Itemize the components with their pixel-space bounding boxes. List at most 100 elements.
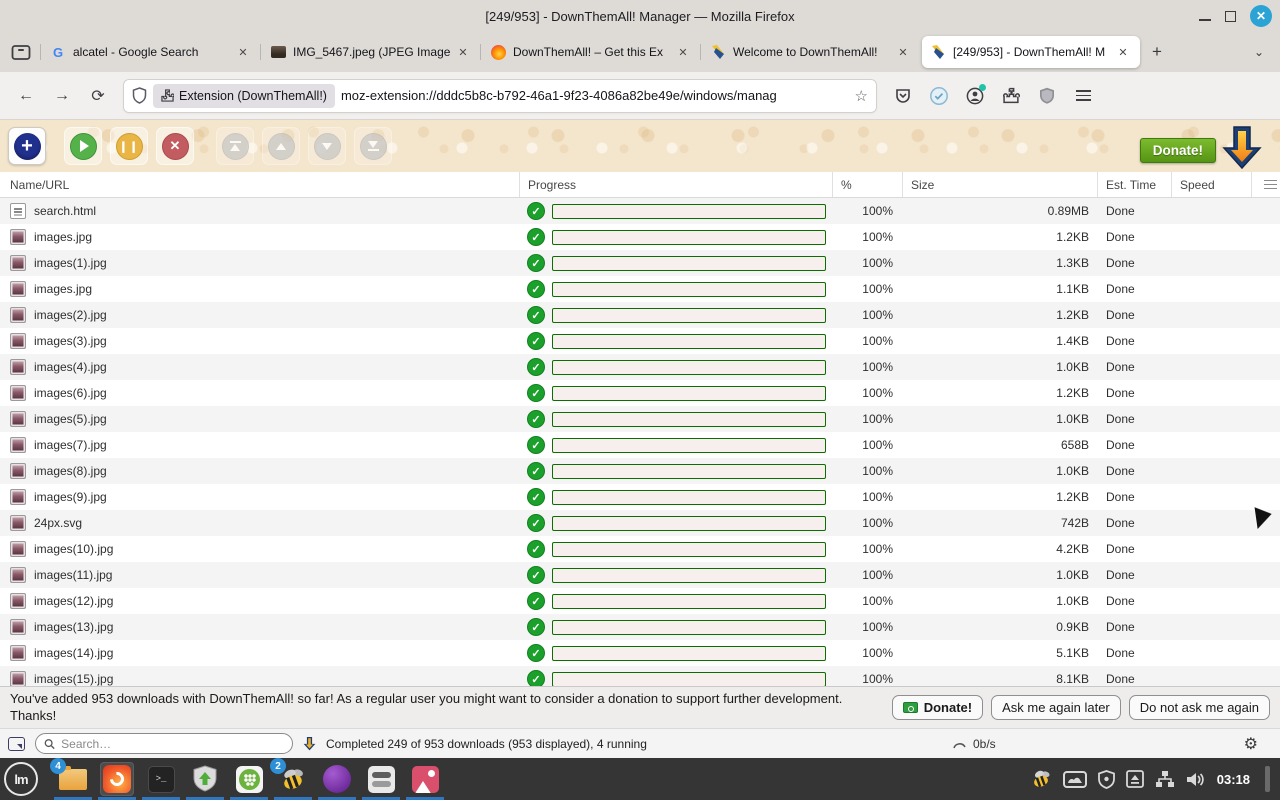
account-icon[interactable] bbox=[960, 80, 990, 112]
list-all-tabs-icon[interactable]: ⌄ bbox=[1253, 45, 1265, 59]
file-name: images(7).jpg bbox=[34, 438, 107, 452]
column-header-speed[interactable]: Speed bbox=[1172, 172, 1252, 197]
extension-identity-chip[interactable]: Extension (DownThemAll!) bbox=[153, 83, 335, 108]
table-row[interactable]: images(15).jpg ✓ 100% 8.1KB Done bbox=[0, 666, 1280, 686]
back-button[interactable]: ← bbox=[18, 86, 34, 104]
arrow-to-top-icon bbox=[221, 132, 249, 160]
table-row[interactable]: images(10).jpg ✓ 100% 4.2KB Done bbox=[0, 536, 1280, 562]
resume-button[interactable] bbox=[64, 127, 102, 165]
column-header-size[interactable]: Size bbox=[903, 172, 1098, 197]
ask-later-button[interactable]: Ask me again later bbox=[991, 695, 1121, 720]
do-not-ask-button[interactable]: Do not ask me again bbox=[1128, 695, 1270, 720]
add-download-button[interactable]: + bbox=[8, 127, 46, 165]
table-row[interactable]: images(5).jpg ✓ 100% 1.0KB Done bbox=[0, 406, 1280, 432]
table-row[interactable]: images.jpg ✓ 100% 1.2KB Done bbox=[0, 224, 1280, 250]
column-picker-icon[interactable] bbox=[1252, 172, 1280, 197]
tray-bee-icon[interactable] bbox=[1030, 768, 1052, 790]
protection-check-icon[interactable] bbox=[924, 80, 954, 112]
table-row[interactable]: search.html ✓ 100% 0.89MB Done bbox=[0, 198, 1280, 224]
table-row[interactable]: 24px.svg ✓ 100% 742B Done bbox=[0, 510, 1280, 536]
extensions-puzzle-icon[interactable] bbox=[996, 80, 1026, 112]
file-icon bbox=[10, 307, 26, 323]
pocket-icon[interactable] bbox=[888, 80, 918, 112]
money-icon bbox=[902, 702, 918, 713]
file-name: images(3).jpg bbox=[34, 334, 107, 348]
table-row[interactable]: images(1).jpg ✓ 100% 1.3KB Done bbox=[0, 250, 1280, 276]
tab-close-icon[interactable]: ✕ bbox=[1118, 46, 1128, 59]
new-tab-button[interactable]: + bbox=[1152, 42, 1162, 61]
tab-jpeg-image[interactable]: IMG_5467.jpeg (JPEG Image ✕ bbox=[260, 36, 480, 68]
column-header-progress[interactable]: Progress bbox=[520, 172, 833, 197]
file-name: images(4).jpg bbox=[34, 360, 107, 374]
close-button[interactable]: ✕ bbox=[1250, 5, 1272, 27]
notification-donate-button[interactable]: Donate! bbox=[891, 695, 984, 720]
table-row[interactable]: images(11).jpg ✓ 100% 1.0KB Done bbox=[0, 562, 1280, 588]
menu-hamburger-icon[interactable] bbox=[1068, 80, 1098, 112]
tab-addon-page[interactable]: DownThemAll! – Get this Ex ✕ bbox=[480, 36, 700, 68]
move-up-button[interactable] bbox=[262, 127, 300, 165]
tray-screenshot-icon[interactable] bbox=[1062, 770, 1087, 788]
tab-close-icon[interactable]: ✕ bbox=[678, 46, 688, 59]
search-input[interactable] bbox=[61, 736, 284, 751]
table-row[interactable]: images(8).jpg ✓ 100% 1.0KB Done bbox=[0, 458, 1280, 484]
move-down-button[interactable] bbox=[308, 127, 346, 165]
mint-menu-button[interactable]: lm bbox=[4, 762, 38, 796]
column-header-name[interactable]: Name/URL bbox=[0, 172, 520, 197]
dta-mini-arrow-icon bbox=[303, 737, 316, 751]
minimize-button[interactable] bbox=[1199, 19, 1211, 21]
table-row[interactable]: images(12).jpg ✓ 100% 1.0KB Done bbox=[0, 588, 1280, 614]
table-row[interactable]: images(13).jpg ✓ 100% 0.9KB Done bbox=[0, 614, 1280, 640]
table-row[interactable]: images(2).jpg ✓ 100% 1.2KB Done bbox=[0, 302, 1280, 328]
move-to-bottom-button[interactable] bbox=[354, 127, 392, 165]
bookmark-star-icon[interactable]: ☆ bbox=[854, 87, 868, 105]
size-value: 658B bbox=[1060, 438, 1089, 452]
tab-close-icon[interactable]: ✕ bbox=[458, 46, 468, 59]
tray-volume-icon[interactable] bbox=[1186, 771, 1206, 788]
taskbar-settings-icon[interactable] bbox=[362, 762, 400, 800]
est-time-value: Done bbox=[1106, 230, 1135, 244]
est-time-value: Done bbox=[1106, 412, 1135, 426]
table-row[interactable]: images(7).jpg ✓ 100% 658B Done bbox=[0, 432, 1280, 458]
url-bar[interactable]: Extension (DownThemAll!) moz-extension:/… bbox=[124, 79, 876, 112]
pause-button[interactable]: ❙❙ bbox=[110, 127, 148, 165]
tab-google-search[interactable]: G alcatel - Google Search ✕ bbox=[40, 36, 260, 68]
firefox-view-icon[interactable] bbox=[6, 37, 36, 67]
tab-close-icon[interactable]: ✕ bbox=[898, 46, 908, 59]
taskbar-image-viewer-icon[interactable] bbox=[406, 762, 444, 800]
taskbar-update-manager-icon[interactable] bbox=[186, 762, 224, 800]
cancel-button[interactable]: ✕ bbox=[156, 127, 194, 165]
table-row[interactable]: images(9).jpg ✓ 100% 1.2KB Done bbox=[0, 484, 1280, 510]
table-row[interactable]: images(4).jpg ✓ 100% 1.0KB Done bbox=[0, 354, 1280, 380]
taskbar-bee-app-icon[interactable]: 2 bbox=[270, 758, 312, 800]
taskbar-files-icon[interactable]: 4 bbox=[50, 758, 92, 800]
tooltip-toggle-icon[interactable] bbox=[8, 736, 25, 751]
maximize-button[interactable] bbox=[1225, 10, 1236, 22]
table-row[interactable]: images.jpg ✓ 100% 1.1KB Done bbox=[0, 276, 1280, 302]
table-row[interactable]: images(14).jpg ✓ 100% 5.1KB Done bbox=[0, 640, 1280, 666]
size-value: 1.0KB bbox=[1056, 412, 1089, 426]
taskbar-terminal-icon[interactable]: >_ bbox=[142, 762, 180, 800]
table-row[interactable]: images(3).jpg ✓ 100% 1.4KB Done bbox=[0, 328, 1280, 354]
taskbar-firefox-icon[interactable] bbox=[98, 762, 136, 800]
table-row[interactable]: images(6).jpg ✓ 100% 1.2KB Done bbox=[0, 380, 1280, 406]
taskbar-purple-app-icon[interactable] bbox=[318, 762, 356, 800]
column-header-percent[interactable]: % bbox=[833, 172, 903, 197]
taskbar-software-manager-icon[interactable] bbox=[230, 762, 268, 800]
forward-button[interactable]: → bbox=[54, 86, 70, 104]
clock[interactable]: 03:18 bbox=[1216, 771, 1250, 787]
gear-icon[interactable]: ⚙ bbox=[1243, 735, 1258, 753]
tray-shield-icon[interactable] bbox=[1097, 769, 1115, 789]
tab-welcome-dta[interactable]: Welcome to DownThemAll! ✕ bbox=[700, 36, 920, 68]
tray-network-icon[interactable] bbox=[1155, 770, 1175, 788]
column-header-est-time[interactable]: Est. Time bbox=[1098, 172, 1172, 197]
move-to-top-button[interactable] bbox=[216, 127, 254, 165]
shield-icon[interactable] bbox=[132, 87, 147, 104]
tab-dta-manager-active[interactable]: [249/953] - DownThemAll! M ✕ bbox=[922, 36, 1140, 68]
ublock-shield-icon[interactable] bbox=[1032, 80, 1062, 112]
show-desktop-handle[interactable] bbox=[1265, 766, 1270, 792]
search-box[interactable] bbox=[35, 733, 293, 754]
tray-eject-icon[interactable] bbox=[1125, 770, 1144, 788]
reload-button[interactable]: ⟳ bbox=[91, 87, 105, 105]
tab-close-icon[interactable]: ✕ bbox=[238, 46, 248, 59]
donate-button[interactable]: Donate! bbox=[1139, 138, 1216, 163]
